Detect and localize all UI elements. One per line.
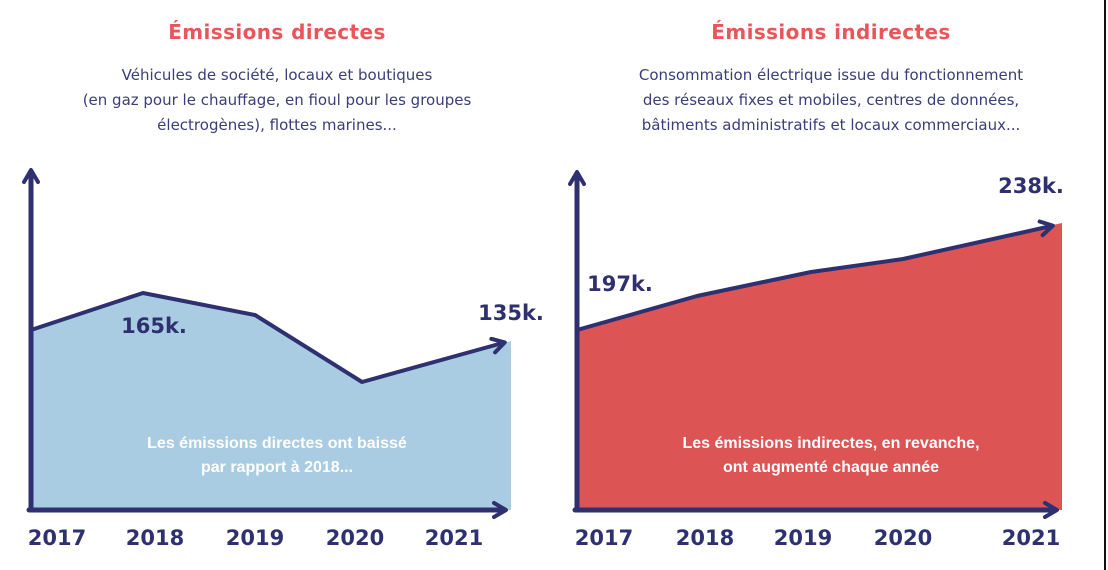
indirect-emissions-panel: Émissions indirectes Consommation électr…	[554, 0, 1108, 570]
value-label-1: 238k.	[998, 174, 1064, 198]
x-tick-label-2018: 2018	[126, 526, 184, 550]
x-tick-label-2017: 2017	[575, 526, 633, 550]
x-tick-label-2021: 2021	[1002, 526, 1060, 550]
direct-emissions-panel: Émissions directes Véhicules de société,…	[22, 20, 544, 550]
x-tick-label-2017: 2017	[28, 526, 86, 550]
trend-line	[575, 219, 1055, 332]
value-label-0: 197k.	[587, 272, 653, 296]
indirect-emissions-area-chart: 2017 2018 2019 2020 2021 197k. 238k.	[568, 170, 1064, 550]
page-edge-line	[1104, 0, 1106, 570]
direct-emissions-area-chart: 2017 2018 2019 2020 2021 165k. 135k.	[22, 168, 544, 550]
value-label-0: 165k.	[121, 314, 187, 338]
direct-emissions-subtitle: Véhicules de société, locaux et boutique…	[82, 66, 472, 134]
x-tick-label-2019: 2019	[774, 526, 832, 550]
indirect-emissions-title: Émissions indirectes	[711, 20, 951, 44]
x-tick-label-2021: 2021	[425, 526, 483, 550]
x-tick-label-2018: 2018	[676, 526, 734, 550]
indirect-emissions-subtitle: Consommation électrique issue du fonctio…	[638, 66, 1024, 134]
x-tick-label-2020: 2020	[874, 526, 932, 550]
trend-line	[29, 291, 507, 384]
value-label-1: 135k.	[478, 301, 544, 325]
direct-emissions-title: Émissions directes	[168, 20, 386, 44]
x-tick-label-2020: 2020	[326, 526, 384, 550]
area-fill	[577, 223, 1062, 510]
area-fill	[31, 293, 511, 510]
x-tick-label-2019: 2019	[226, 526, 284, 550]
